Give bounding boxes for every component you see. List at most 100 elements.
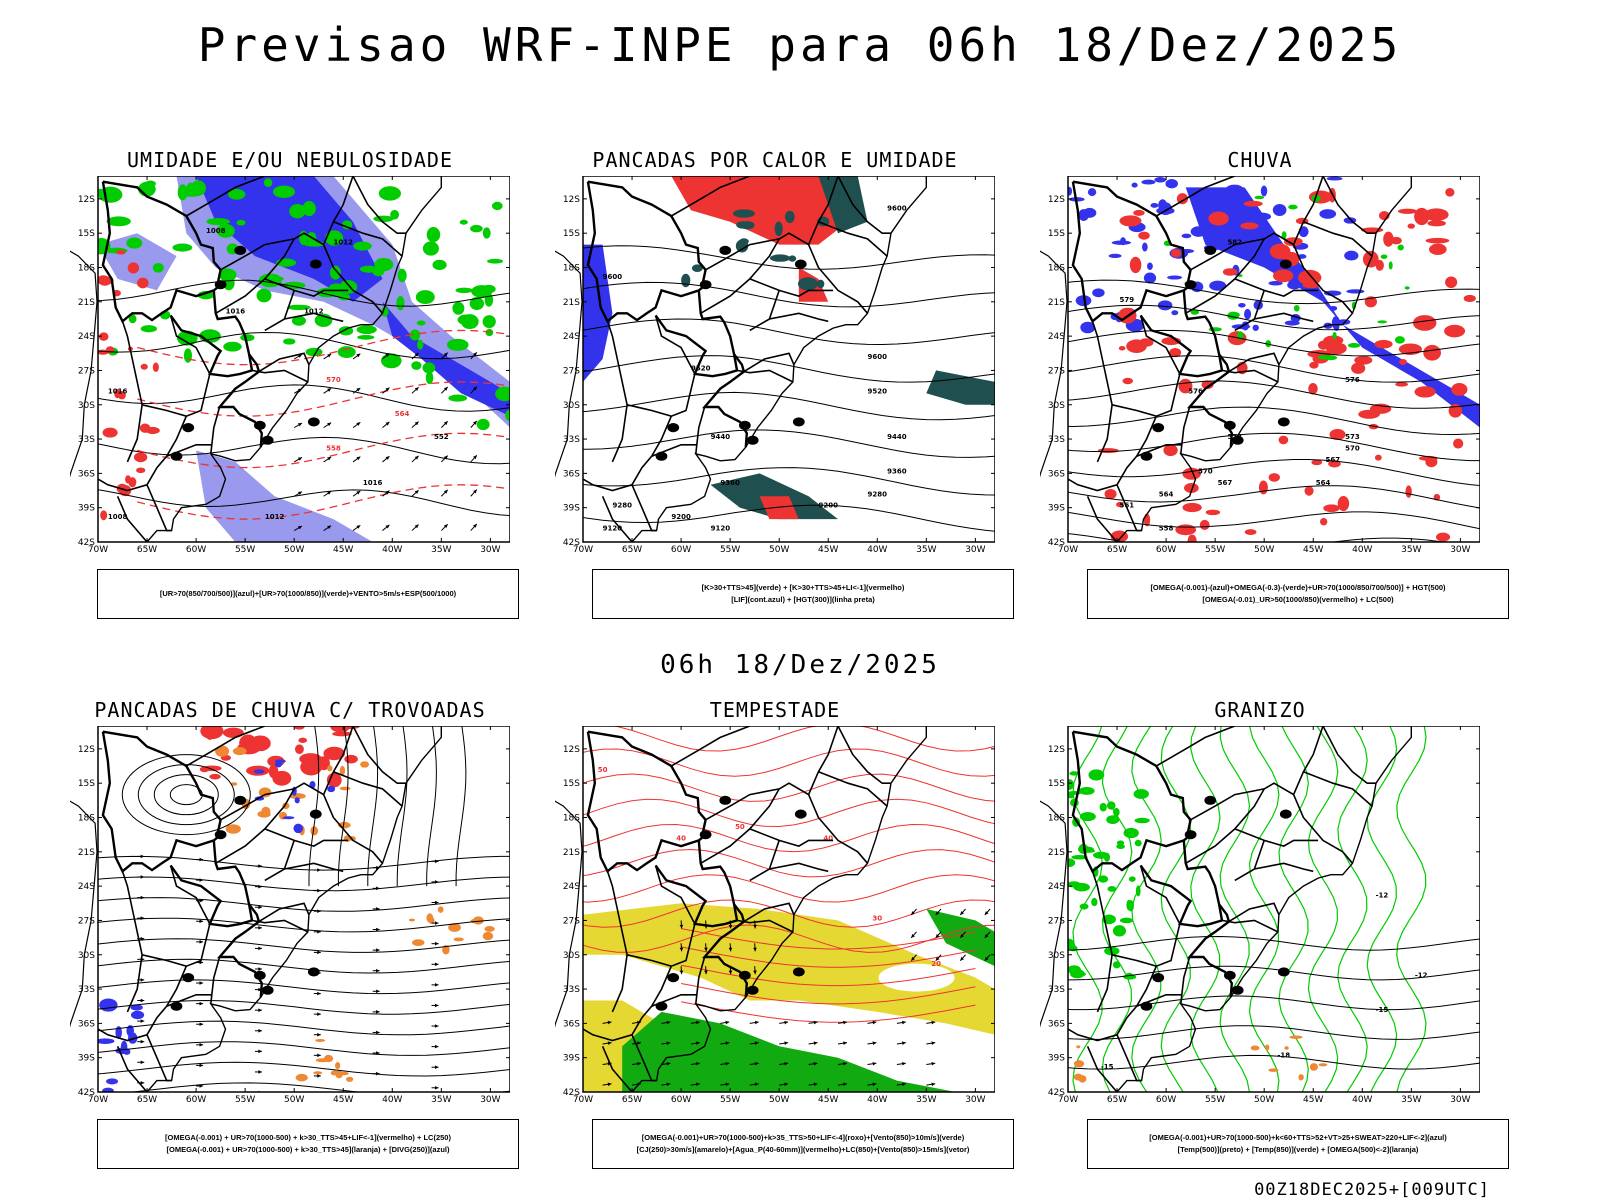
streamline-arrow: [137, 895, 145, 900]
state-border: [1067, 415, 1158, 492]
humidity-green-contour: [485, 328, 494, 337]
state-border: [101, 730, 222, 874]
state-border: [736, 369, 794, 383]
omega500-orange-area: [1284, 1046, 1289, 1050]
wind-vector: [440, 489, 449, 497]
lon-label: 40W: [1352, 1095, 1372, 1105]
thunder-orange-area: [330, 1070, 338, 1076]
wind-vector: [323, 456, 332, 463]
wind-vector: [935, 954, 942, 962]
omega-blue-area: [1344, 250, 1359, 261]
contour-label: 9360: [720, 479, 740, 487]
lon-label: 35W: [431, 1095, 451, 1105]
lake-marker: [1204, 795, 1217, 805]
state-border: [1139, 315, 1181, 375]
omega-blue-area: [1323, 290, 1342, 296]
wind-vector: [837, 1061, 848, 1066]
thickness-red-contour: [133, 452, 148, 463]
lat-label: 21S: [1048, 298, 1065, 308]
contour-label: 9360: [887, 467, 907, 475]
legend-chuva: [OMEGA(-0.001)-(azul)+OMEGA(-0.3)-(verde…: [1087, 569, 1509, 619]
divergence-blue-area: [275, 760, 282, 768]
wind-vector: [440, 455, 449, 463]
temp850-green-contour: [1113, 807, 1120, 817]
temp850-green-contour: [1106, 801, 1116, 810]
lat-label: 33S: [1048, 435, 1065, 445]
omega-blue-area: [1131, 182, 1138, 188]
wind-vector: [896, 1061, 906, 1066]
hgt500-isoline: [1068, 304, 1480, 331]
contour-label: 9280: [612, 502, 632, 510]
temp850-green-contour: [1079, 812, 1096, 822]
temp850-green-contour: [1128, 876, 1136, 882]
atlantic-coastline: [146, 176, 442, 543]
omega-red-area: [1429, 243, 1447, 256]
wind-vector: [753, 943, 757, 952]
omega-red-area: [1170, 248, 1182, 258]
lake-marker: [1140, 1001, 1153, 1011]
wind-vector: [779, 1082, 789, 1087]
panel-pancadas-calor: PANCADAS POR CALOR E UMIDADE 9600 9600 952…: [555, 148, 995, 608]
legend-line: [UR>70(850/700/500)](azul)+[UR>70(1000/8…: [159, 589, 457, 598]
omega-blue-area: [1226, 226, 1243, 231]
state-border: [654, 840, 739, 928]
lake-marker: [261, 985, 274, 995]
thickness-dashed-line: [137, 381, 506, 417]
state-border: [1185, 726, 1324, 864]
streamline-arrow: [431, 1024, 439, 1028]
omega-blue-area: [1226, 184, 1244, 193]
contour-label: 40: [823, 834, 833, 842]
lon-label: 60W: [186, 1095, 206, 1105]
hgt300-isoline: [583, 504, 995, 532]
divergence-blue-area: [98, 1038, 115, 1044]
streamline-arrow: [196, 981, 204, 985]
lon-label: 30W: [480, 545, 500, 555]
lat-label: 33S: [1048, 985, 1065, 995]
omega-red-area: [1163, 444, 1178, 457]
thunder-red-area: [298, 737, 308, 743]
omega-red-area: [1463, 294, 1476, 303]
streamline-arrow: [431, 859, 439, 864]
pacific-coastline: [1040, 800, 1068, 1028]
streamline: [98, 1041, 510, 1056]
map-frame: [1067, 726, 1480, 1093]
lon-label: 35W: [916, 1095, 936, 1105]
lat-label: 30S: [1048, 401, 1065, 411]
humidity-green-contour: [206, 217, 230, 226]
streamline: [455, 726, 467, 887]
thickness-red-contour: [127, 262, 140, 274]
state-border: [1303, 221, 1373, 257]
state-border: [116, 1045, 148, 1093]
hgt300-isoline: [583, 245, 995, 270]
lake-marker: [699, 280, 712, 290]
wind-vector: [293, 422, 303, 429]
wind-vector: [602, 1041, 612, 1045]
thickness-red-contour: [140, 363, 148, 370]
forecast-time-subtitle: 06h 18/Dez/2025: [660, 650, 940, 680]
hgt300-isoline: [583, 281, 995, 308]
streamline-arrow: [372, 989, 380, 994]
lat-label: 42S: [563, 1088, 580, 1098]
humidity-green-contour: [374, 257, 394, 272]
omega-red-area: [1444, 324, 1466, 338]
lake-marker: [1277, 967, 1290, 977]
instability-red-area: [759, 496, 799, 520]
lat-label: 36S: [563, 1019, 580, 1029]
thunder-orange-area: [310, 826, 319, 836]
thunder-red-area: [332, 731, 352, 737]
contour-label: 576: [1188, 387, 1203, 395]
lat-label: 42S: [78, 538, 95, 548]
map-frame: [582, 176, 995, 543]
lat-label: 18S: [1048, 814, 1065, 824]
temp850-green-contour: [1219, 726, 1251, 1092]
omega-red-area: [1358, 409, 1380, 419]
streamline-arrow: [313, 1032, 321, 1037]
lat-label: 36S: [1048, 1019, 1065, 1029]
wind-vector: [470, 454, 478, 463]
state-border: [700, 726, 839, 864]
wind-vector: [720, 1041, 730, 1045]
streamline-loop: [121, 754, 251, 836]
lat-label: 39S: [1048, 1054, 1065, 1064]
omega-red-area: [1201, 380, 1214, 390]
lon-label: 45W: [1303, 1095, 1323, 1105]
